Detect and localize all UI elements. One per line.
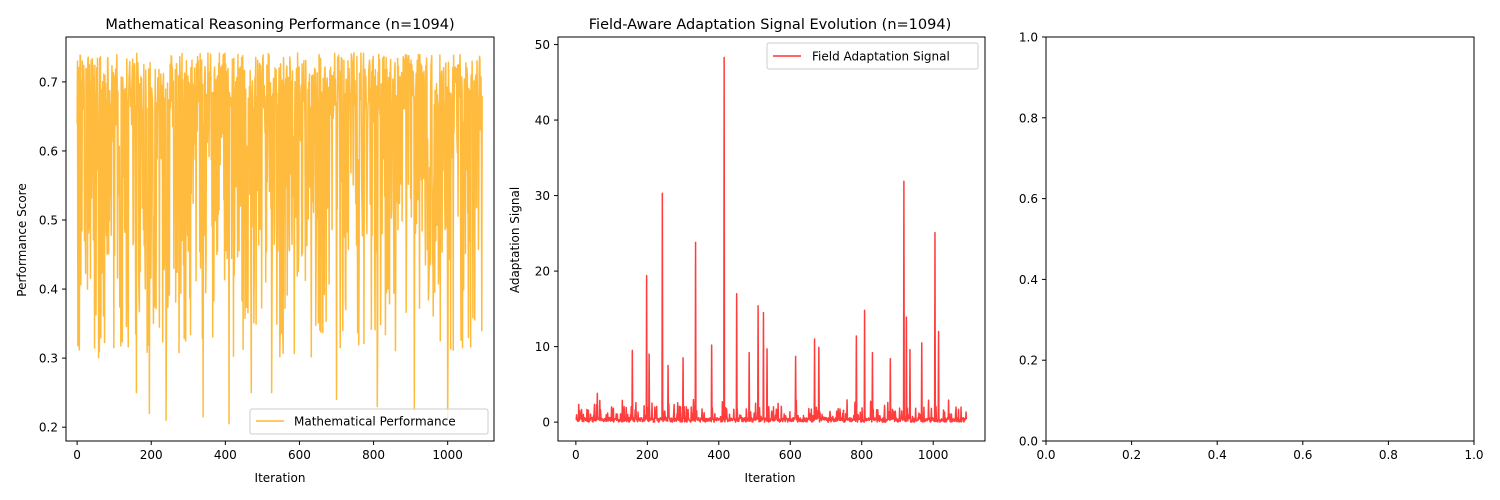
x-tick-label: 800 <box>850 448 873 462</box>
x-tick-label: 0 <box>572 448 580 462</box>
adaptation-x-axis-label: Iteration <box>745 471 796 485</box>
performance-legend-label: Mathematical Performance <box>294 415 456 429</box>
plot-frame-1 <box>557 36 986 442</box>
x-tick-label: 1000 <box>918 448 949 462</box>
x-tick-label: 800 <box>362 448 385 462</box>
y-tick-label: 1.0 <box>1019 31 1038 45</box>
y-tick-label: 0.6 <box>1019 192 1038 206</box>
x-tick-label: 600 <box>288 448 311 462</box>
performance-legend-box <box>249 408 489 435</box>
x-tick-label: 0.6 <box>1293 448 1312 462</box>
x-tick-label: 0.8 <box>1379 448 1398 462</box>
x-tick-label: 400 <box>707 448 730 462</box>
series-line-1-0 <box>575 56 968 423</box>
performance-y-axis-label: Performance Score <box>15 183 29 296</box>
x-tick-label: 0.4 <box>1208 448 1227 462</box>
y-tick-label: 50 <box>535 38 550 52</box>
y-tick-label: 0 <box>542 416 550 430</box>
x-tick-label: 0.0 <box>1036 448 1055 462</box>
y-tick-label: 0.0 <box>1019 435 1038 449</box>
x-tick-label: 200 <box>636 448 659 462</box>
y-tick-label: 0.7 <box>39 75 58 89</box>
adaptation-chart-title: Field-Aware Adaptation Signal Evolution … <box>589 17 951 33</box>
x-tick-label: 0.2 <box>1122 448 1141 462</box>
y-tick-label: 0.4 <box>39 283 58 297</box>
x-tick-label: 1.0 <box>1464 448 1483 462</box>
y-tick-label: 0.4 <box>1019 273 1038 287</box>
adaptation-legend-label: Field Adaptation Signal <box>812 50 950 64</box>
y-tick-label: 0.6 <box>39 144 58 158</box>
y-tick-label: 0.2 <box>39 421 58 435</box>
empty-chart: 0.0 0.2 0.4 0.6 0.8 1.0 0.0 0.2 0.4 0.6 0.8 1.0 <box>1019 31 1484 463</box>
x-tick-label: 200 <box>140 448 163 462</box>
y-tick-label: 0.5 <box>39 214 58 228</box>
performance-chart: Mathematical Reasoning Performance (n=10… <box>15 17 495 485</box>
x-tick-label: 0 <box>73 448 81 462</box>
adaptation-y-axis-label: Adaptation Signal <box>508 187 522 293</box>
y-tick-label: 0.3 <box>39 352 58 366</box>
plot-frame-0 <box>65 36 495 442</box>
y-tick-label: 40 <box>535 114 550 128</box>
x-tick-label: 600 <box>779 448 802 462</box>
y-tick-label: 0.8 <box>1019 111 1038 125</box>
x-tick-label: 400 <box>214 448 237 462</box>
y-tick-label: 30 <box>535 189 550 203</box>
performance-chart-title: Mathematical Reasoning Performance (n=10… <box>105 17 454 33</box>
adaptation-chart: Field-Aware Adaptation Signal Evolution … <box>508 17 986 485</box>
performance-x-axis-label: Iteration <box>255 471 306 485</box>
y-tick-label: 10 <box>535 340 550 354</box>
adaptation-legend: Field Adaptation Signal <box>766 42 979 70</box>
adaptation-legend-box <box>766 42 979 70</box>
y-tick-label: 0.2 <box>1019 354 1038 368</box>
series-line-0-0 <box>76 52 483 425</box>
plot-frame-2 <box>1045 36 1475 442</box>
y-tick-label: 20 <box>535 265 550 279</box>
performance-legend: Mathematical Performance <box>249 408 489 435</box>
x-tick-label: 1000 <box>432 448 463 462</box>
